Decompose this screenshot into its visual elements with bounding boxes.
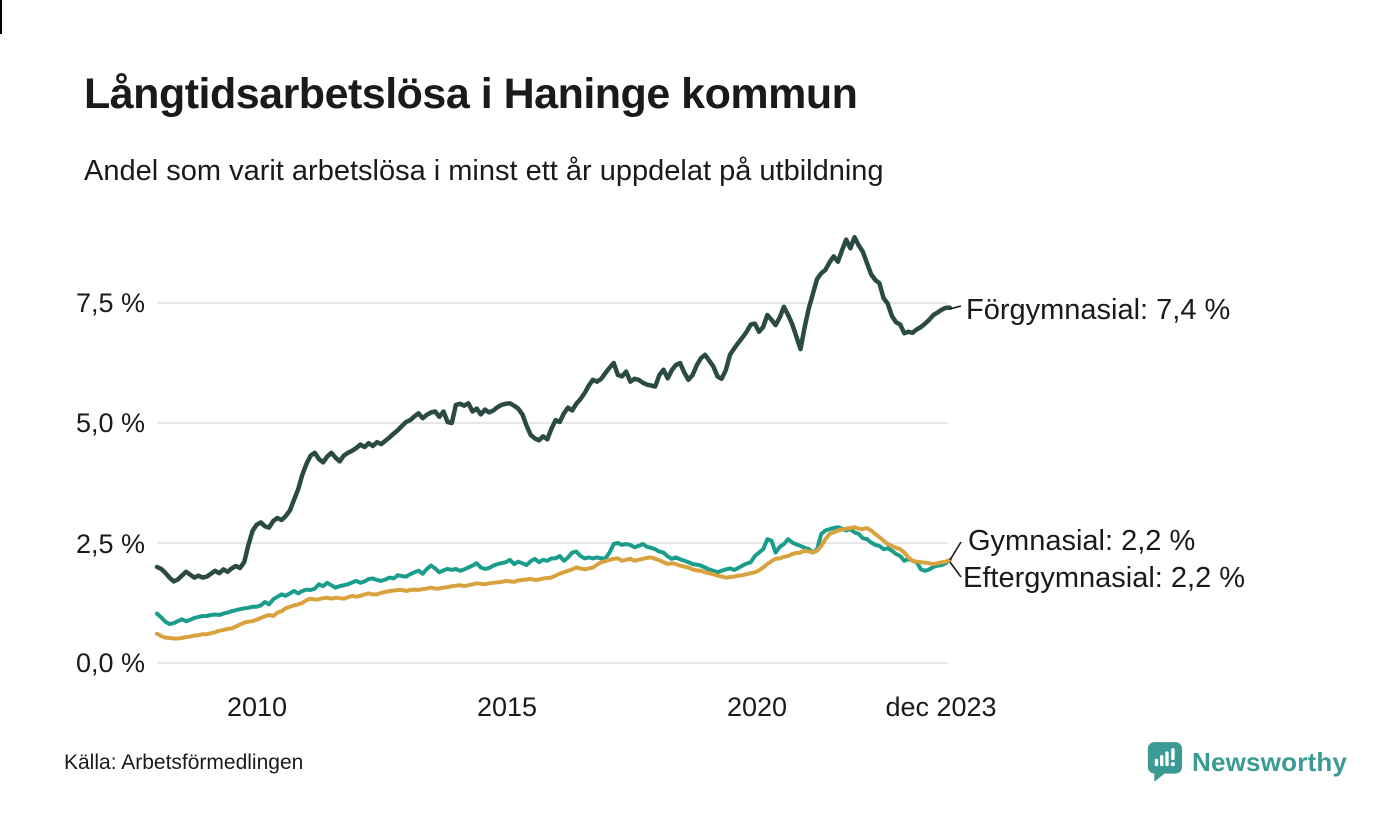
series-end-label-gymnasial: Gymnasial: 2,2 %	[968, 525, 1196, 557]
x-axis-tick-2020: 2020	[726, 692, 788, 722]
label-connector-eftergymnasial	[949, 561, 962, 578]
y-axis-tick-2-5: 2,5 %	[75, 529, 145, 559]
newsworthy-logo-text: Newsworthy	[1192, 746, 1348, 777]
x-axis-tick-2015: 2015	[476, 692, 538, 722]
label-connectors	[949, 305, 962, 578]
x-axis-tick-2010: 2010	[226, 692, 288, 722]
series-line-gymnasial	[155, 525, 952, 627]
series-end-label-eftergymnasial: Eftergymnasial: 2,2 %	[963, 562, 1246, 594]
chart-title: Långtidsarbetslösa i Haninge kommun	[84, 70, 858, 118]
y-axis-tick-0-0: 0,0 %	[75, 648, 145, 678]
gridlines	[157, 302, 948, 664]
source-note: Källa: Arbetsförmedlingen	[64, 751, 304, 774]
series-lines	[154, 234, 953, 641]
label-connector-forgymnasial	[949, 305, 962, 310]
x-axis-tick-dec-2023: dec 2023	[885, 692, 997, 722]
newsworthy-logo[interactable]: Newsworthy	[1146, 741, 1347, 783]
edge-artifact	[0, 0, 2, 34]
y-axis-tick-7-5: 7,5 %	[75, 288, 145, 318]
series-line-eftergymnasial	[155, 525, 952, 641]
y-axis-tick-5-0: 5,0 %	[75, 408, 145, 438]
label-connector-gymnasial	[949, 541, 962, 561]
newsworthy-logo-icon	[1146, 741, 1183, 783]
series-end-label-forgymnasial: Förgymnasial: 7,4 %	[966, 294, 1231, 326]
chart-subtitle: Andel som varit arbetslösa i minst ett å…	[84, 155, 884, 187]
series-line-förgymnasial	[154, 234, 953, 584]
